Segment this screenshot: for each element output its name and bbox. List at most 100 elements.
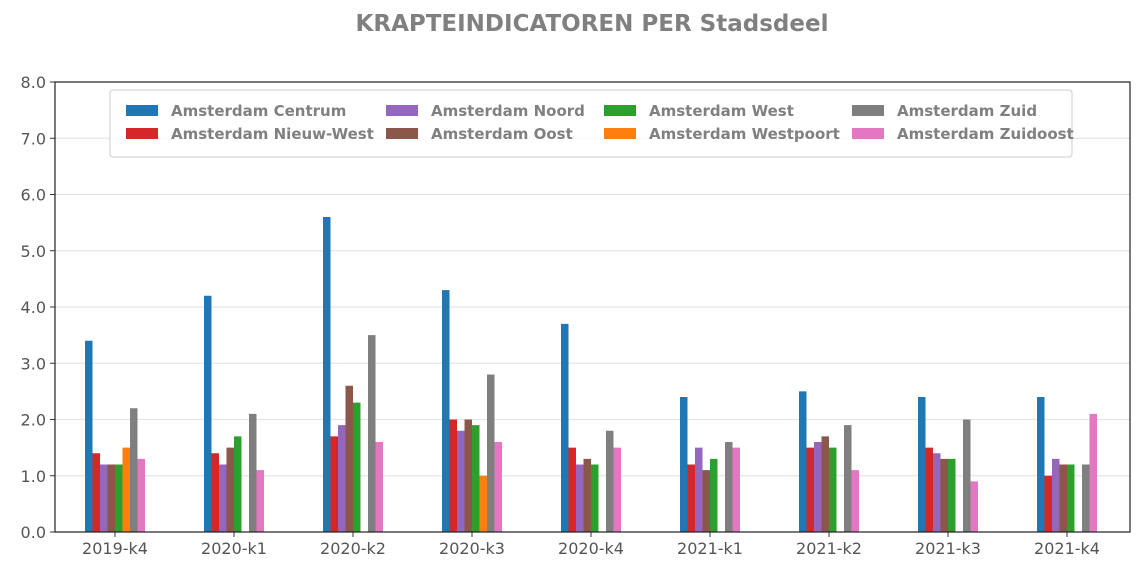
bar xyxy=(219,464,227,532)
legend-label: Amsterdam Oost xyxy=(431,125,573,143)
x-tick-label: 2021-k2 xyxy=(796,539,862,558)
bar xyxy=(1037,397,1045,532)
bar xyxy=(494,442,502,532)
bar xyxy=(591,464,599,532)
legend-swatch xyxy=(604,128,636,139)
bar xyxy=(226,447,234,532)
y-tick-label: 4.0 xyxy=(21,298,46,317)
y-tick-label: 2.0 xyxy=(21,411,46,430)
bar xyxy=(829,447,837,532)
bar xyxy=(330,436,338,532)
bar xyxy=(457,430,465,532)
bar xyxy=(925,447,933,532)
bar xyxy=(100,464,108,532)
x-tick-label: 2021-k3 xyxy=(915,539,981,558)
bar xyxy=(613,447,621,532)
bar xyxy=(710,458,718,532)
bar xyxy=(122,447,130,532)
bar xyxy=(948,458,956,532)
bar xyxy=(487,374,495,532)
bar xyxy=(702,470,710,532)
bar xyxy=(345,385,353,532)
bar xyxy=(323,217,331,532)
plot-frame xyxy=(54,81,1131,533)
bar xyxy=(479,475,487,532)
y-tick-label: 5.0 xyxy=(21,242,46,261)
legend-label: Amsterdam Westpoort xyxy=(649,125,840,143)
bar xyxy=(606,430,614,532)
bar xyxy=(256,470,264,532)
bar xyxy=(680,397,688,532)
x-tick-label: 2020-k3 xyxy=(439,539,505,558)
bar xyxy=(1089,413,1097,532)
y-tick-label: 1.0 xyxy=(21,467,46,486)
bar xyxy=(1059,464,1067,532)
legend-label: Amsterdam Zuid xyxy=(897,102,1037,120)
bar xyxy=(338,425,346,532)
legend-swatch xyxy=(126,105,158,116)
bar xyxy=(821,436,829,532)
bar xyxy=(970,481,978,532)
legend-swatch xyxy=(386,128,418,139)
legend-swatch xyxy=(604,105,636,116)
bar xyxy=(568,447,576,532)
bar xyxy=(806,447,814,532)
bar xyxy=(107,464,115,532)
legend-box xyxy=(109,89,1073,158)
bar xyxy=(940,458,948,532)
bar xyxy=(732,447,740,532)
bar xyxy=(92,453,100,532)
bar xyxy=(85,340,93,532)
bar xyxy=(442,290,450,532)
bar xyxy=(963,419,971,532)
bar xyxy=(353,402,361,532)
legend-swatch xyxy=(126,128,158,139)
bar xyxy=(814,442,822,532)
bar xyxy=(576,464,584,532)
bar xyxy=(561,323,569,532)
legend-swatch xyxy=(852,105,884,116)
x-tick-label: 2020-k1 xyxy=(201,539,267,558)
legend-label: Amsterdam Nieuw-West xyxy=(171,125,374,143)
bar xyxy=(1067,464,1075,532)
bar xyxy=(844,425,852,532)
bar xyxy=(137,458,145,532)
legend-label: Amsterdam West xyxy=(649,102,794,120)
y-tick-label: 7.0 xyxy=(21,129,46,148)
bar xyxy=(375,442,383,532)
bar xyxy=(115,464,123,532)
x-tick-label: 2021-k4 xyxy=(1034,539,1100,558)
bar xyxy=(851,470,859,532)
bar xyxy=(249,413,257,532)
x-tick-label: 2020-k2 xyxy=(320,539,386,558)
legend-label: Amsterdam Zuidoost xyxy=(897,125,1074,143)
bar xyxy=(918,397,926,532)
bar xyxy=(695,447,703,532)
bar xyxy=(464,419,472,532)
bar xyxy=(725,442,733,532)
y-tick-label: 3.0 xyxy=(21,354,46,373)
x-tick-label: 2021-k1 xyxy=(677,539,743,558)
bar xyxy=(234,436,242,532)
bar xyxy=(204,295,212,532)
x-tick-label: 2020-k4 xyxy=(558,539,624,558)
bar xyxy=(449,419,457,532)
legend-label: Amsterdam Centrum xyxy=(171,102,346,120)
bar xyxy=(1082,464,1090,532)
bar xyxy=(211,453,219,532)
bar xyxy=(687,464,695,532)
bar xyxy=(933,453,941,532)
bar xyxy=(799,391,807,532)
legend-label: Amsterdam Noord xyxy=(431,102,585,120)
bar xyxy=(1044,475,1052,532)
x-tick-label: 2019-k4 xyxy=(82,539,148,558)
chart-title: KRAPTEINDICATOREN PER Stadsdeel xyxy=(356,11,829,37)
y-tick-label: 8.0 xyxy=(21,73,46,92)
bar xyxy=(583,458,591,532)
bar xyxy=(472,425,480,532)
legend-swatch xyxy=(852,128,884,139)
bar xyxy=(1052,458,1060,532)
bar xyxy=(368,335,376,532)
legend-swatch xyxy=(386,105,418,116)
